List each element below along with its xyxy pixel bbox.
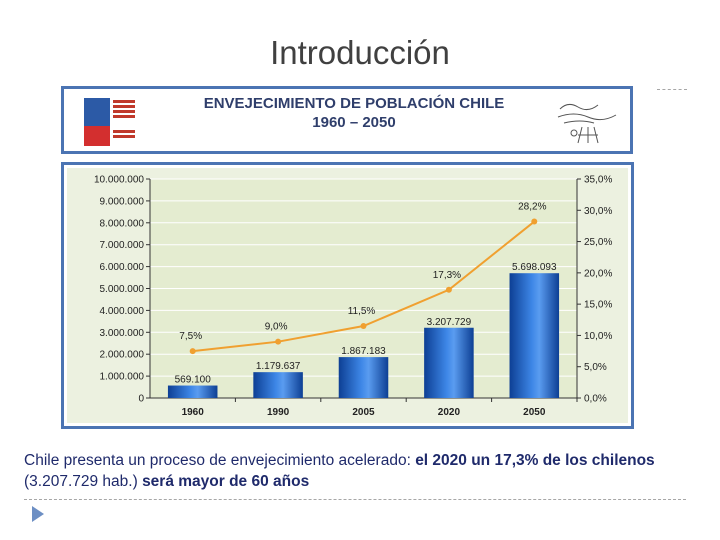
left-tick-label: 0 — [138, 394, 144, 405]
bar-value-label: 1.179.637 — [256, 361, 301, 372]
decorative-divider-bottom — [24, 499, 686, 500]
left-tick-label: 5.000.000 — [100, 284, 145, 295]
percentage-point — [531, 218, 538, 225]
slide-title: Introducción — [270, 34, 450, 71]
bar — [338, 357, 389, 398]
percentage-label: 17,3% — [433, 270, 461, 281]
left-tick-label: 7.000.000 — [100, 240, 145, 251]
percentage-point — [360, 323, 367, 330]
chart-heading-line2: 1960 – 2050 — [312, 114, 396, 131]
caption-part1: Chile presenta un proceso de envejecimie… — [24, 452, 416, 469]
bar-value-label: 3.207.729 — [427, 317, 472, 328]
percentage-point — [189, 348, 196, 355]
bar — [167, 385, 218, 398]
x-tick-label: 2050 — [523, 407, 546, 418]
right-tick-label: 30,0% — [584, 206, 612, 217]
left-tick-label: 10.000.000 — [94, 175, 144, 186]
percentage-point — [445, 286, 452, 293]
caption-text: Chile presenta un proceso de envejecimie… — [24, 450, 696, 492]
x-tick-label: 1990 — [267, 407, 290, 418]
right-tick-label: 10,0% — [584, 331, 612, 342]
right-tick-label: 15,0% — [584, 300, 612, 311]
left-tick-label: 3.000.000 — [100, 328, 145, 339]
right-tick-label: 0,0% — [584, 394, 607, 405]
caption-part4: será mayor de 60 años — [142, 473, 310, 490]
bar-value-label: 5.698.093 — [512, 262, 557, 273]
bar-value-label: 1.867.183 — [341, 346, 386, 357]
left-tick-label: 6.000.000 — [100, 262, 145, 273]
percentage-point — [275, 338, 282, 345]
x-tick-label: 1960 — [182, 407, 205, 418]
bar — [424, 327, 474, 398]
arrow-bullet-icon — [32, 506, 44, 522]
x-tick-label: 2005 — [352, 407, 375, 418]
decorative-divider — [657, 89, 687, 90]
chart-panel: 0 1.000.000 2.000.000 3.000.000 4.000.000 5.0… — [61, 162, 634, 429]
caption-part2: el 2020 un 17,3% de los chilenos — [415, 452, 655, 469]
left-tick-label: 1.000.000 — [100, 372, 145, 383]
left-tick-label: 2.000.000 — [100, 350, 145, 361]
population-chart: 0 1.000.000 2.000.000 3.000.000 4.000.000 5.0… — [67, 168, 628, 423]
right-tick-label: 20,0% — [584, 268, 612, 279]
percentage-label: 9,0% — [265, 322, 288, 333]
bar-value-label: 569.100 — [175, 375, 212, 386]
percentage-label: 28,2% — [518, 202, 546, 213]
left-tick-label: 4.000.000 — [100, 306, 145, 317]
right-tick-label: 25,0% — [584, 237, 612, 248]
government-logo-icon — [84, 98, 136, 146]
left-tick-label: 9.000.000 — [100, 196, 145, 207]
right-tick-label: 5,0% — [584, 362, 607, 373]
right-tick-label: 35,0% — [584, 175, 612, 186]
geriatria-logo-icon — [557, 103, 617, 144]
chart-heading: ENVEJECIMIENTO DE POBLACIÓN CHILE 1960 –… — [164, 94, 544, 132]
percentage-label: 11,5% — [348, 306, 376, 317]
percentage-label: 7,5% — [179, 331, 202, 342]
chart-heading-line1: ENVEJECIMIENTO DE POBLACIÓN CHILE — [203, 95, 505, 112]
bar — [509, 273, 560, 398]
caption-part3: (3.207.729 hab.) — [24, 473, 143, 490]
bar — [253, 372, 303, 398]
left-tick-label: 8.000.000 — [100, 218, 145, 229]
chart-header-panel: ENVEJECIMIENTO DE POBLACIÓN CHILE 1960 –… — [61, 86, 633, 154]
x-tick-label: 2020 — [438, 407, 461, 418]
